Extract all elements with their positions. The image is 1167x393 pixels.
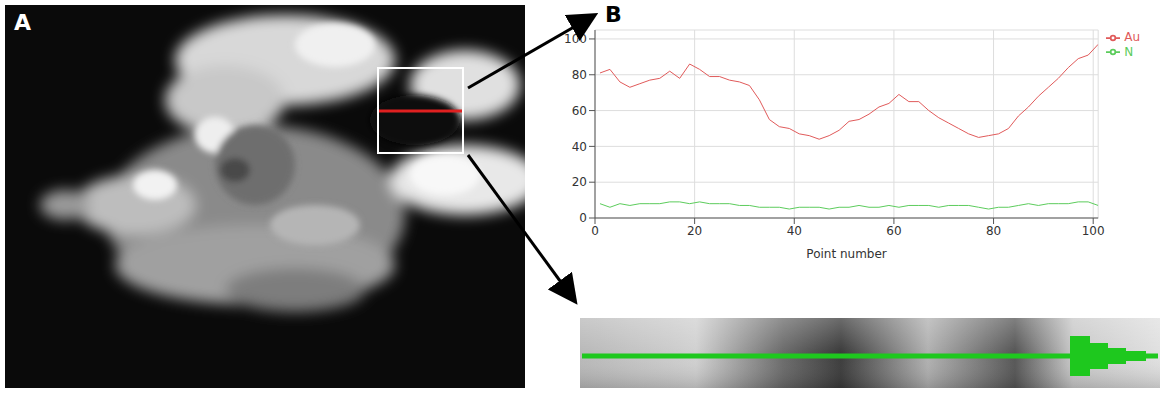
html-text:Au: Au <box>1124 30 1140 44</box>
html-text:B: B <box>605 2 622 27</box>
svg-text:80: 80 <box>572 68 587 82</box>
svg-text:0: 0 <box>591 224 599 238</box>
svg-text:40: 40 <box>572 140 587 154</box>
html-text:N: N <box>1124 44 1134 59</box>
svg-text:20: 20 <box>572 175 587 189</box>
svg-text:Point number: Point number <box>806 247 887 261</box>
html-text:A: A <box>14 10 31 35</box>
svg-text:0: 0 <box>579 211 587 225</box>
svg-text:100: 100 <box>564 32 587 46</box>
svg-text:60: 60 <box>886 224 901 238</box>
svg-text:100: 100 <box>1082 224 1105 238</box>
svg-text:60: 60 <box>572 104 587 118</box>
svg-text:40: 40 <box>787 224 802 238</box>
svg-text:20: 20 <box>687 224 702 238</box>
svg-text:80: 80 <box>986 224 1001 238</box>
